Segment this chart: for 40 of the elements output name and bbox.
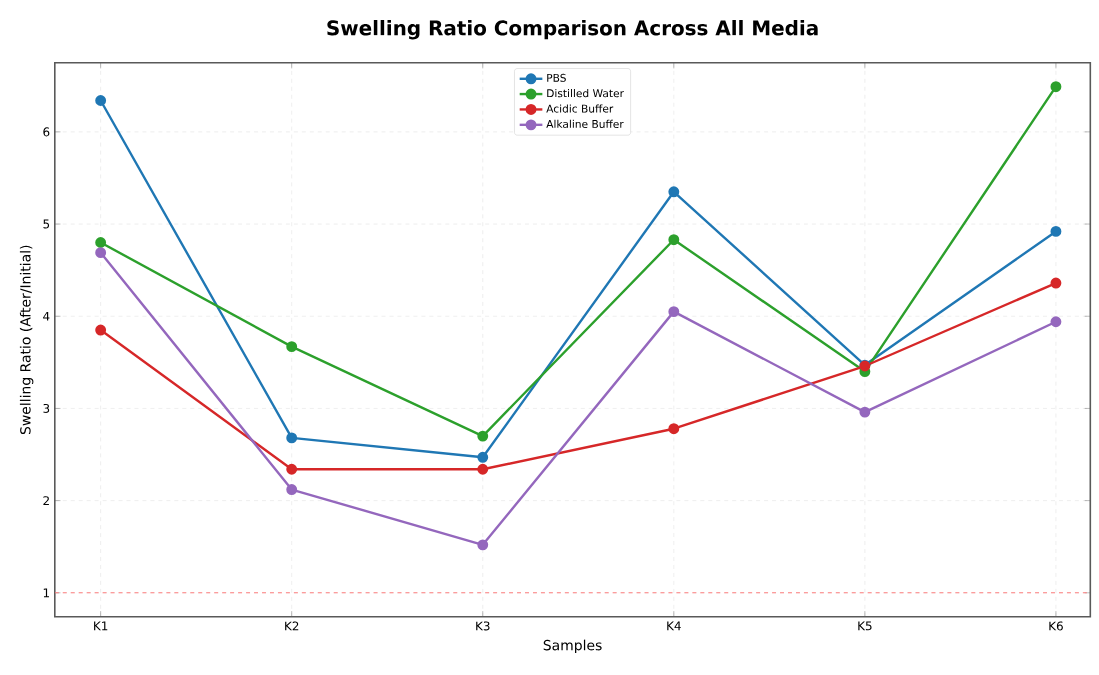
point: [1050, 277, 1062, 289]
point: [95, 95, 107, 106]
point: [859, 406, 871, 418]
x-tick-label: K2: [285, 621, 299, 631]
point: [286, 432, 298, 444]
legend-label: Alkaline Buffer: [546, 119, 624, 129]
point: [477, 539, 489, 551]
y-tick-label: 1: [43, 588, 49, 598]
y-tick-label: 3: [43, 403, 50, 413]
point: [1050, 81, 1062, 93]
point: [95, 237, 107, 248]
point: [1050, 316, 1062, 328]
point: [477, 430, 489, 442]
x-tick-label: K6: [1049, 621, 1063, 631]
x-axis-title: Samples: [543, 639, 602, 654]
y-tick-label: 5: [43, 219, 50, 229]
legend-label: Acidic Buffer: [546, 104, 614, 113]
point: [286, 484, 298, 496]
x-tick-label: K5: [858, 621, 872, 631]
point: [477, 451, 489, 463]
point: [668, 306, 680, 318]
y-tick-label: 2: [43, 496, 49, 506]
point: [95, 324, 107, 336]
point: [1050, 225, 1062, 237]
x-tick-label: K3: [476, 621, 490, 631]
point: [668, 423, 680, 435]
point: [668, 186, 680, 198]
y-tick-label: 4: [43, 311, 50, 321]
x-tick-label: K4: [667, 621, 681, 631]
chart-title: Swelling Ratio Comparison Across All Media: [327, 20, 818, 40]
legend-label: Distilled Water: [547, 89, 624, 98]
point: [95, 247, 107, 259]
point: [668, 234, 680, 246]
point: [286, 463, 298, 475]
x-tick-label: K1: [94, 621, 108, 631]
point: [286, 341, 298, 353]
y-tick-label: 6: [43, 127, 50, 137]
point: [477, 463, 489, 475]
y-axis-title: Swelling Ratio (After/Initial): [19, 245, 34, 435]
legend-label: PBS: [547, 73, 566, 82]
